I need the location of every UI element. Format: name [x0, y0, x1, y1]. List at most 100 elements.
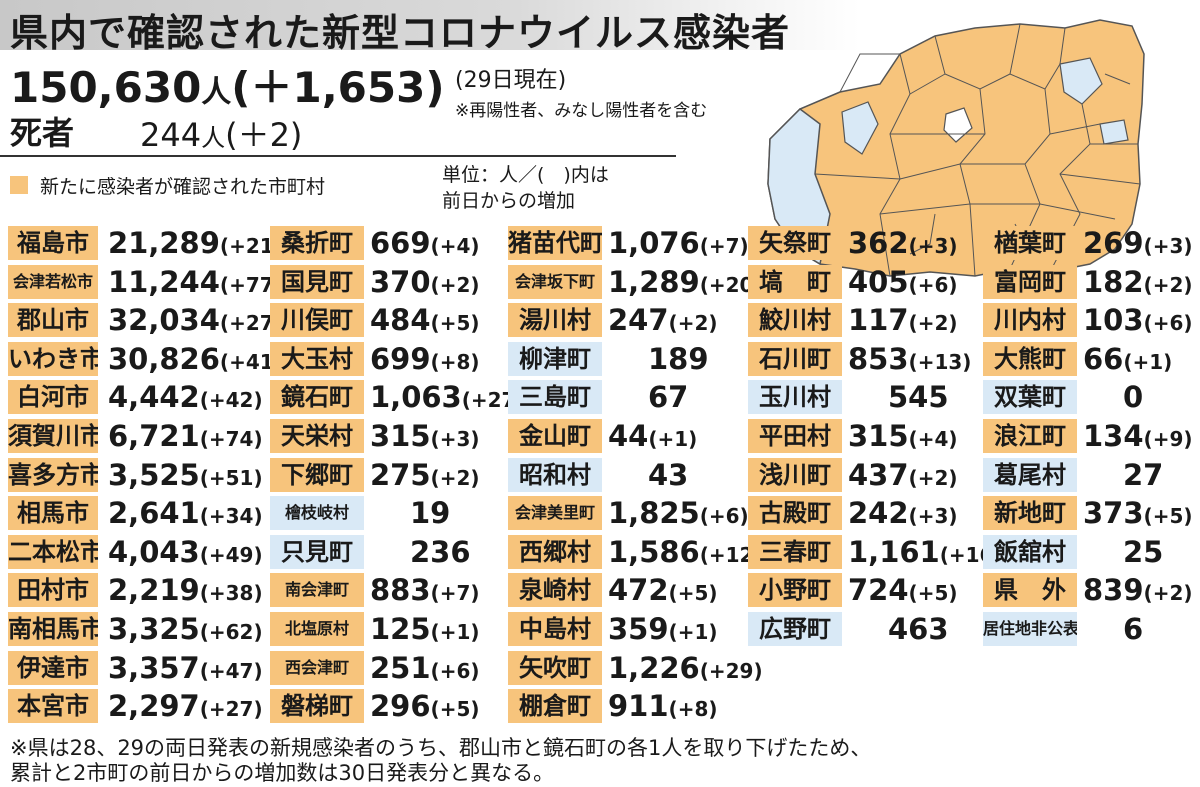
municipality-name: 川俣町	[270, 303, 364, 338]
municipality-name: 葛尾村	[983, 457, 1077, 492]
municipality-name: 泉崎村	[508, 573, 602, 608]
case-count: 125	[370, 612, 431, 646]
case-delta: (+3)	[908, 234, 958, 258]
municipality-name: 大熊町	[983, 341, 1077, 376]
municipality-name: 矢吹町	[508, 650, 602, 685]
municipality-name: 鮫川村	[748, 303, 842, 338]
deaths-unit: 人	[201, 124, 226, 152]
municipality-name: 双葉町	[983, 380, 1077, 415]
case-value: 1,226(+29)	[608, 651, 763, 685]
municipality-name: 鏡石町	[270, 380, 364, 415]
case-delta: (+3)	[1143, 234, 1193, 258]
case-count: 67	[648, 380, 689, 415]
case-value: 724(+5)	[848, 573, 958, 607]
municipality-name: 飯舘村	[983, 534, 1077, 569]
case-count: 21,289	[108, 226, 220, 260]
municipality-name: 会津美里町	[508, 496, 602, 531]
map-region-inawashiro	[841, 101, 879, 155]
case-value: 2,219(+38)	[108, 573, 263, 607]
case-delta: (+3)	[430, 427, 480, 451]
municipality-name: 浅川町	[748, 457, 842, 492]
case-delta: (+1)	[430, 620, 480, 644]
total-count: 150,630	[10, 63, 202, 112]
case-value: 463	[888, 612, 949, 646]
case-value: 275(+2)	[370, 458, 480, 492]
case-count: 6,721	[108, 419, 200, 453]
case-value: 4,442(+42)	[108, 380, 263, 414]
case-value: 2,297(+27)	[108, 689, 263, 723]
municipality-name: 湯川村	[508, 303, 602, 338]
case-count: 134	[1083, 419, 1144, 453]
case-delta: (+1)	[1123, 349, 1173, 374]
municipality-name: 新地町	[983, 496, 1077, 531]
case-value: 370(+2)	[370, 265, 480, 299]
municipality-name: 矢祭町	[748, 226, 842, 260]
municipality-name: 広野町	[748, 612, 842, 646]
case-count: 43	[648, 457, 689, 492]
footnote-line: ※県は28、29の両日発表の新規感染者のうち、郡山市と鏡石町の各1人を取り下げた…	[10, 736, 872, 760]
municipality-name: 中島村	[508, 612, 602, 646]
municipality-name: 居住地非公表	[983, 612, 1077, 646]
municipality-name: 相馬市	[8, 496, 98, 531]
municipality-name: 玉川村	[748, 380, 842, 415]
case-count: 4,043	[108, 534, 200, 569]
municipality-name: 田村市	[8, 573, 98, 608]
municipality-name: 会津坂下町	[508, 264, 602, 299]
case-count: 1,289	[608, 264, 700, 299]
case-delta: (+5)	[430, 697, 480, 722]
municipality-name: 西郷村	[508, 534, 602, 569]
municipality-name: 猪苗代町	[508, 226, 602, 260]
unit-note-line: 単位：人／( )内は	[442, 164, 609, 186]
deaths-delta: (＋2)	[225, 116, 303, 154]
case-value: 19	[410, 496, 450, 530]
municipality-name: 檜枝岐村	[270, 496, 364, 531]
case-count: 405	[848, 264, 909, 299]
case-value: 484(+5)	[370, 303, 480, 337]
case-delta: (+9)	[1143, 427, 1193, 451]
case-count: 19	[410, 496, 451, 531]
case-value: 125(+1)	[370, 612, 480, 646]
case-delta: (+8)	[430, 349, 480, 374]
case-count: 2,297	[108, 689, 200, 724]
case-value: 27	[1123, 458, 1163, 492]
case-delta: (+49)	[199, 542, 263, 567]
municipality-name: 只見町	[270, 534, 364, 569]
case-value: 839(+2)	[1083, 573, 1193, 607]
case-delta: (+4)	[430, 234, 480, 258]
case-delta: (+1)	[648, 427, 698, 451]
case-value: 1,063(+27)	[370, 380, 525, 414]
case-delta: (+2)	[908, 465, 958, 490]
case-value: 1,289(+20)	[608, 265, 763, 299]
deaths-count: 244	[140, 116, 202, 154]
case-value: 11,244(+77)	[108, 265, 283, 299]
municipality-name: 柳津町	[508, 341, 602, 376]
case-value: 1,825(+6)	[608, 496, 749, 530]
municipality-name: 須賀川市	[8, 419, 98, 453]
case-value: 67	[648, 380, 688, 414]
divider	[0, 155, 676, 157]
case-count: 545	[888, 380, 949, 415]
case-count: 370	[370, 264, 431, 299]
case-count: 103	[1083, 303, 1144, 338]
municipality-name: 三春町	[748, 534, 842, 569]
case-value: 362(+3)	[848, 226, 958, 260]
case-delta: (+2)	[908, 311, 958, 336]
case-count: 182	[1083, 264, 1144, 299]
case-count: 275	[370, 457, 431, 492]
case-value: 66(+1)	[1083, 342, 1172, 376]
case-count: 1,161	[848, 534, 940, 569]
municipality-name: 浪江町	[983, 419, 1077, 453]
case-count: 4,442	[108, 380, 200, 415]
case-count: 6	[1123, 612, 1144, 646]
footnote-line: 累計と2市町の前日からの増加数は30日発表分と異なる。	[10, 761, 555, 785]
municipality-name: 古殿町	[748, 496, 842, 531]
case-count: 3,525	[108, 457, 200, 492]
case-value: 6,721(+74)	[108, 419, 263, 453]
case-delta: (+29)	[699, 658, 763, 683]
municipality-name: 富岡町	[983, 264, 1077, 299]
case-delta: (+1)	[668, 620, 718, 644]
municipality-name: 楢葉町	[983, 226, 1077, 260]
case-delta: (+7)	[699, 234, 749, 258]
case-value: 43	[648, 458, 688, 492]
case-count: 373	[1083, 496, 1144, 531]
